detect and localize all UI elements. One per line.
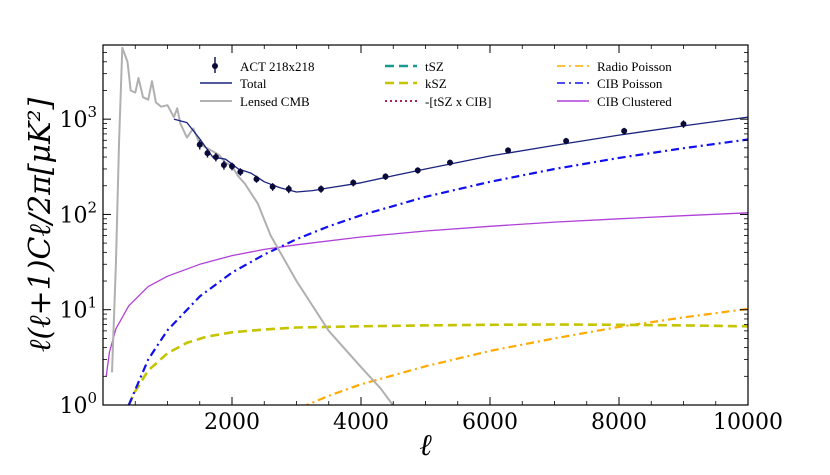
legend-label: ACT 218x218: [240, 59, 315, 74]
data-point: [269, 183, 276, 191]
data-point: [382, 173, 389, 180]
x-tick-label: 4000: [333, 410, 389, 435]
series-line-ksz: [127, 323, 748, 405]
x-tick-label: 6000: [462, 410, 518, 435]
legend-item-radio-poisson: Radio Poisson: [557, 59, 672, 74]
legend-item-tsz-x-cib: -[tSZ x CIB]: [385, 94, 491, 109]
legend-label: tSZ: [425, 59, 444, 74]
data-marker: [285, 185, 292, 192]
legend-label: CIB Poisson: [597, 76, 663, 91]
legend-item-lensed-cmb: Lensed CMB: [200, 94, 310, 109]
data-marker: [680, 120, 687, 127]
legend-label: CIB Clustered: [597, 94, 672, 109]
data-marker: [196, 141, 203, 148]
legend: ACT 218x218 Total Lensed CMB tSZ kSZ -[tSZ x …: [200, 57, 672, 109]
data-marker: [269, 183, 276, 190]
data-point: [229, 162, 235, 171]
x-tick-label: 2000: [204, 410, 260, 435]
legend-item-cib-clustered: CIB Clustered: [557, 94, 672, 109]
data-point: [563, 137, 570, 145]
y-tick-label: 103: [59, 103, 97, 133]
data-marker: [220, 162, 227, 169]
series-line-radio-poisson: [304, 307, 748, 405]
data-point: [318, 185, 325, 193]
data-marker: [621, 128, 628, 135]
legend-label: kSZ: [425, 76, 447, 91]
legend-label: Radio Poisson: [597, 59, 672, 74]
data-point: [285, 185, 292, 194]
x-tick-label: 10000: [713, 410, 783, 435]
data-point: [237, 168, 244, 176]
legend-label: Total: [240, 76, 267, 91]
data-point: [350, 179, 357, 187]
legend-item-cib-poisson: CIB Poisson: [557, 76, 663, 91]
data-marker: [505, 147, 512, 154]
data-marker: [212, 154, 219, 161]
data-marker: [237, 168, 244, 175]
series-line-total: [173, 116, 748, 193]
series-line-cib-clustered: [105, 212, 748, 377]
series-line-lensed-cmb: [111, 46, 395, 405]
legend-item-act-218x218: ACT 218x218: [212, 57, 315, 74]
legend-marker: [212, 63, 218, 69]
data-marker: [229, 163, 235, 170]
data-point: [220, 160, 227, 170]
y-tick-label: 101: [59, 294, 97, 324]
legend-label: Lensed CMB: [240, 94, 310, 109]
series-line-cib-poisson: [127, 138, 748, 405]
data-point: [680, 120, 687, 128]
data-point: [414, 167, 421, 174]
data-point: [253, 175, 260, 183]
ticks-layer: 2000 4000 6000 8000 10000 100 101 102 103: [59, 44, 783, 435]
data-point: [505, 147, 512, 154]
legend-item-total: Total: [200, 76, 267, 91]
y-tick-label: 102: [59, 198, 97, 228]
legend-item-ksz: kSZ: [385, 76, 447, 91]
x-axis-label: ℓ: [419, 428, 432, 463]
data-marker: [204, 150, 211, 157]
data-marker: [447, 159, 454, 166]
series-layer: [105, 46, 748, 405]
data-marker: [318, 185, 325, 192]
data-point: [447, 159, 454, 166]
data-marker: [382, 173, 389, 180]
data-marker: [414, 167, 421, 174]
x-tick-label: 8000: [591, 410, 647, 435]
data-point: [204, 149, 211, 158]
y-axis-label: ℓ(ℓ+1)Cℓ/2π[μK²]: [23, 98, 58, 353]
legend-label: -[tSZ x CIB]: [425, 94, 491, 109]
data-marker: [563, 137, 570, 144]
data-marker: [253, 176, 260, 183]
data-point: [196, 140, 203, 150]
data-point: [212, 153, 219, 162]
legend-item-tsz: tSZ: [385, 59, 444, 74]
data-point: [621, 127, 628, 135]
data-marker: [350, 179, 357, 186]
y-tick-label: 100: [59, 389, 97, 419]
